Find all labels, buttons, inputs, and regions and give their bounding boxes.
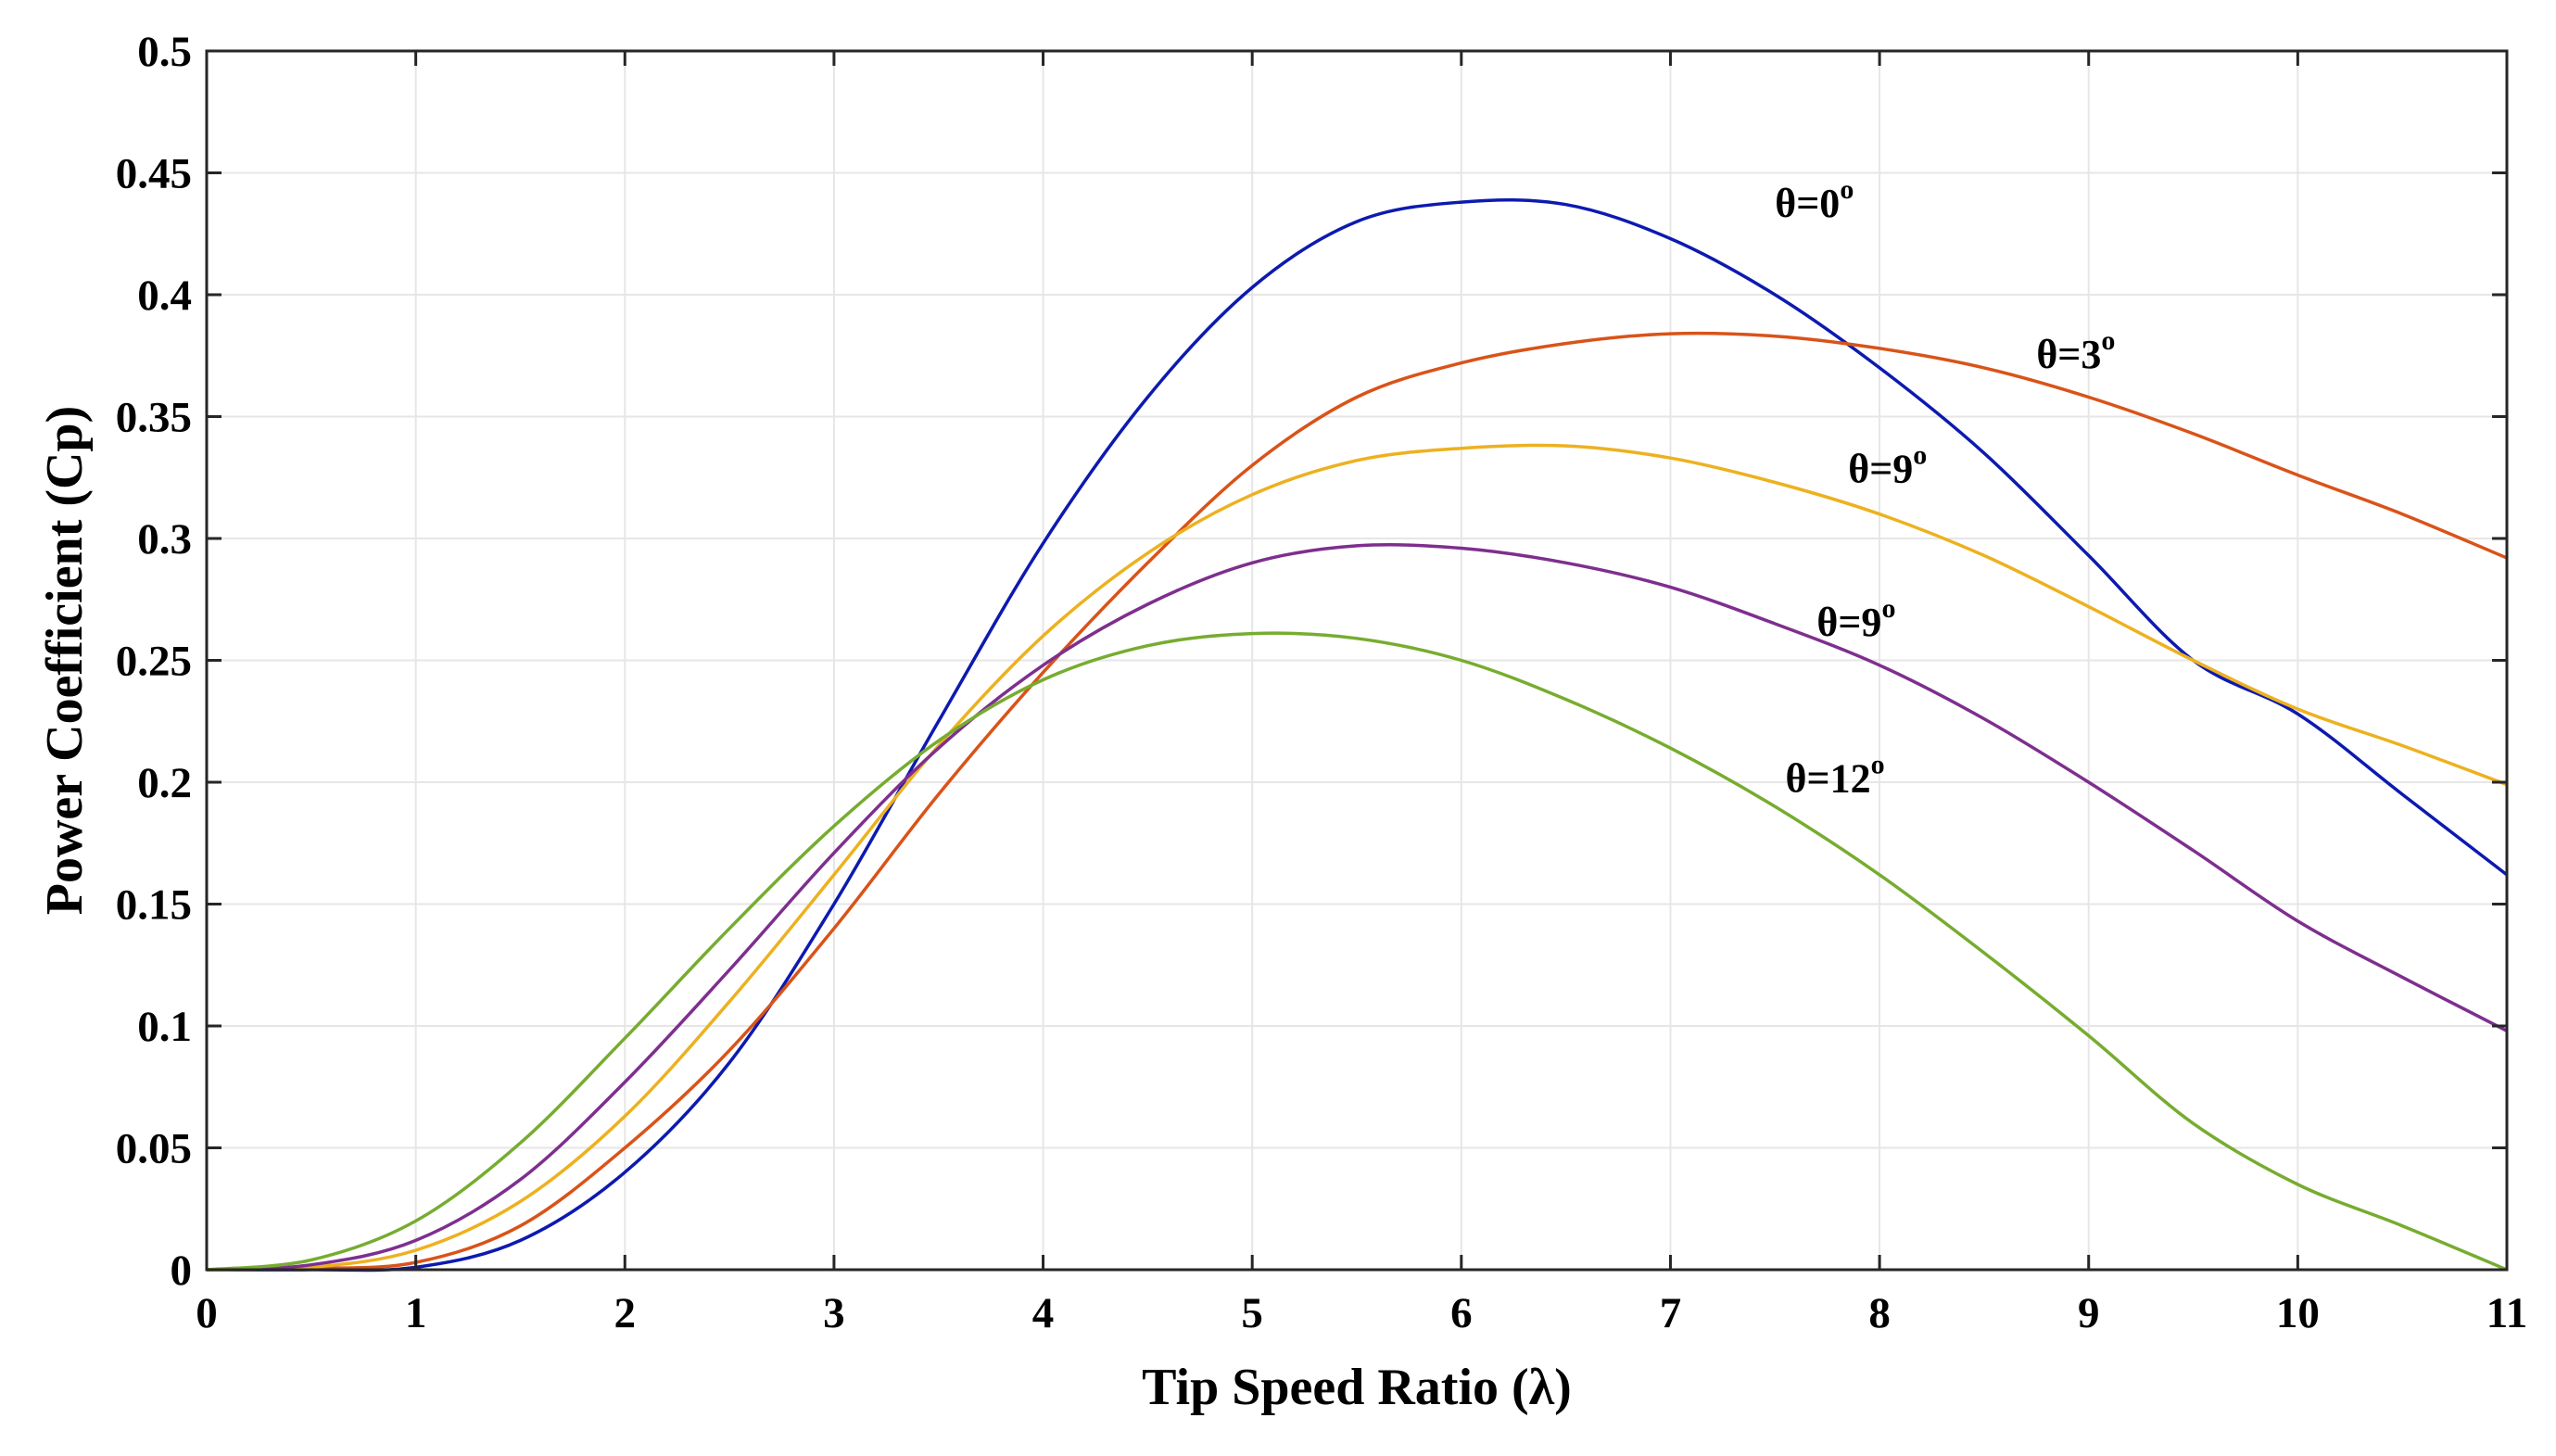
series-line-2 [206,443,2508,1272]
curve-label-3: θ=9o [1816,593,1895,645]
x-tick-label: 11 [2486,1289,2527,1337]
series-line-4 [206,631,2508,1272]
y-tick-label: 0 [171,1247,193,1295]
y-tick-label: 0.3 [137,515,192,563]
x-tick-label: 4 [1032,1289,1055,1337]
curve-labels: θ=0oθ=3oθ=9oθ=9oθ=12o [1775,174,2115,802]
x-tick-label: 5 [1241,1289,1263,1337]
curve-label-1: θ=3o [2036,325,2115,377]
grid [207,51,2507,1270]
curve-label-0: θ=0o [1775,174,1854,226]
y-tick-labels: 0 0.05 0.1 0.15 0.2 0.25 0.3 0.35 0.4 0.45 0.5 [116,28,192,1295]
x-tick-labels: 0 1 2 3 4 5 6 7 8 9 10 11 [196,1289,2527,1337]
degree-superscript: o [2101,325,2115,356]
degree-superscript: o [1881,593,1895,624]
x-tick-label: 8 [1868,1289,1891,1337]
y-tick-label: 0.15 [116,881,192,930]
curve-label-text: θ=12 [1786,756,1871,802]
y-tick-label: 0.05 [116,1125,192,1173]
series-lines [206,197,2509,1272]
y-tick-label: 0.25 [116,638,192,686]
x-axis-title: Tip Speed Ratio (λ) [1142,1359,1572,1416]
tick-marks [205,49,2509,1272]
curve-label-text: θ=3 [2036,332,2101,377]
curve-label-2: θ=9o [1848,440,1927,492]
degree-superscript: o [1871,750,1885,780]
y-axis-title: Power Coefficient (Cp) [36,406,94,915]
curve-label-4: θ=12o [1786,750,1885,802]
x-tick-label: 3 [823,1289,845,1337]
y-tick-label: 0.45 [116,150,192,198]
y-tick-label: 0.4 [137,272,192,320]
y-tick-label: 0.1 [137,1003,192,1051]
degree-superscript: o [1840,174,1854,205]
degree-superscript: o [1913,440,1927,471]
x-tick-label: 9 [2078,1289,2100,1337]
series-line-0 [206,197,2509,1272]
x-tick-label: 10 [2276,1289,2320,1337]
y-tick-label: 0.2 [137,759,192,807]
curve-label-text: θ=9 [1816,600,1881,645]
series-line-1 [206,331,2508,1272]
y-tick-label: 0.35 [116,394,192,442]
curve-label-text: θ=0 [1775,181,1840,226]
x-tick-label: 2 [614,1289,637,1337]
x-tick-label: 1 [405,1289,427,1337]
series-line-3 [206,543,2508,1272]
curve-label-text: θ=9 [1848,447,1913,492]
x-tick-label: 0 [196,1289,218,1337]
x-tick-label: 7 [1660,1289,1682,1337]
x-tick-label: 6 [1450,1289,1473,1337]
y-tick-label: 0.5 [137,28,192,76]
